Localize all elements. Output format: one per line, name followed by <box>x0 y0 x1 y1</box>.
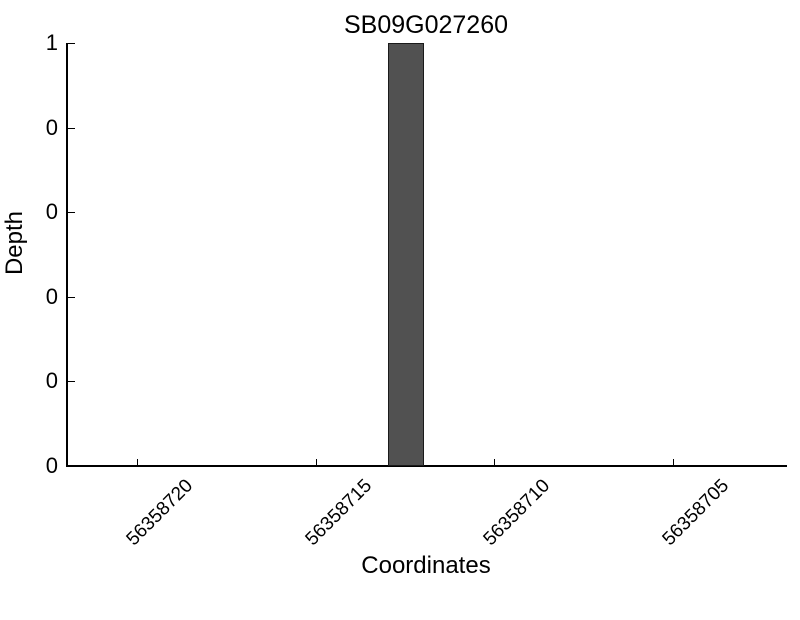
x-tick-label: 56358720 <box>122 475 198 550</box>
x-tick-label: 56358710 <box>479 475 555 550</box>
x-tick-mark <box>137 459 138 466</box>
y-axis-tick-labels: 1 0 0 0 0 0 <box>0 0 58 600</box>
x-tick-mark <box>673 459 674 466</box>
x-axis-line <box>66 465 787 467</box>
y-tick-label: 0 <box>45 368 58 393</box>
y-axis-line <box>66 43 68 467</box>
plot-area <box>66 43 786 466</box>
x-tick-label: 56358705 <box>658 475 734 550</box>
y-tick-mark <box>68 212 75 213</box>
x-tick-label: 56358715 <box>301 475 377 550</box>
x-axis-title: Coordinates <box>361 552 491 579</box>
bar-series-item[interactable] <box>388 43 424 466</box>
x-tick-mark <box>316 459 317 466</box>
y-tick-mark <box>68 128 75 129</box>
y-tick-label: 0 <box>45 453 58 478</box>
y-tick-mark <box>68 381 75 382</box>
y-tick-label: 0 <box>45 284 58 309</box>
chart-title-container: SB09G027260 <box>66 11 786 40</box>
y-tick-mark <box>68 43 75 44</box>
y-tick-label: 1 <box>45 30 58 55</box>
x-tick-mark <box>494 459 495 466</box>
y-tick-mark <box>68 297 75 298</box>
y-tick-label: 0 <box>45 115 58 140</box>
y-tick-label: 0 <box>45 199 58 224</box>
chart-title: SB09G027260 <box>343 11 509 39</box>
chart-figure: SB09G027260 Depth 1 0 0 0 0 0 56358720 5… <box>0 0 787 600</box>
